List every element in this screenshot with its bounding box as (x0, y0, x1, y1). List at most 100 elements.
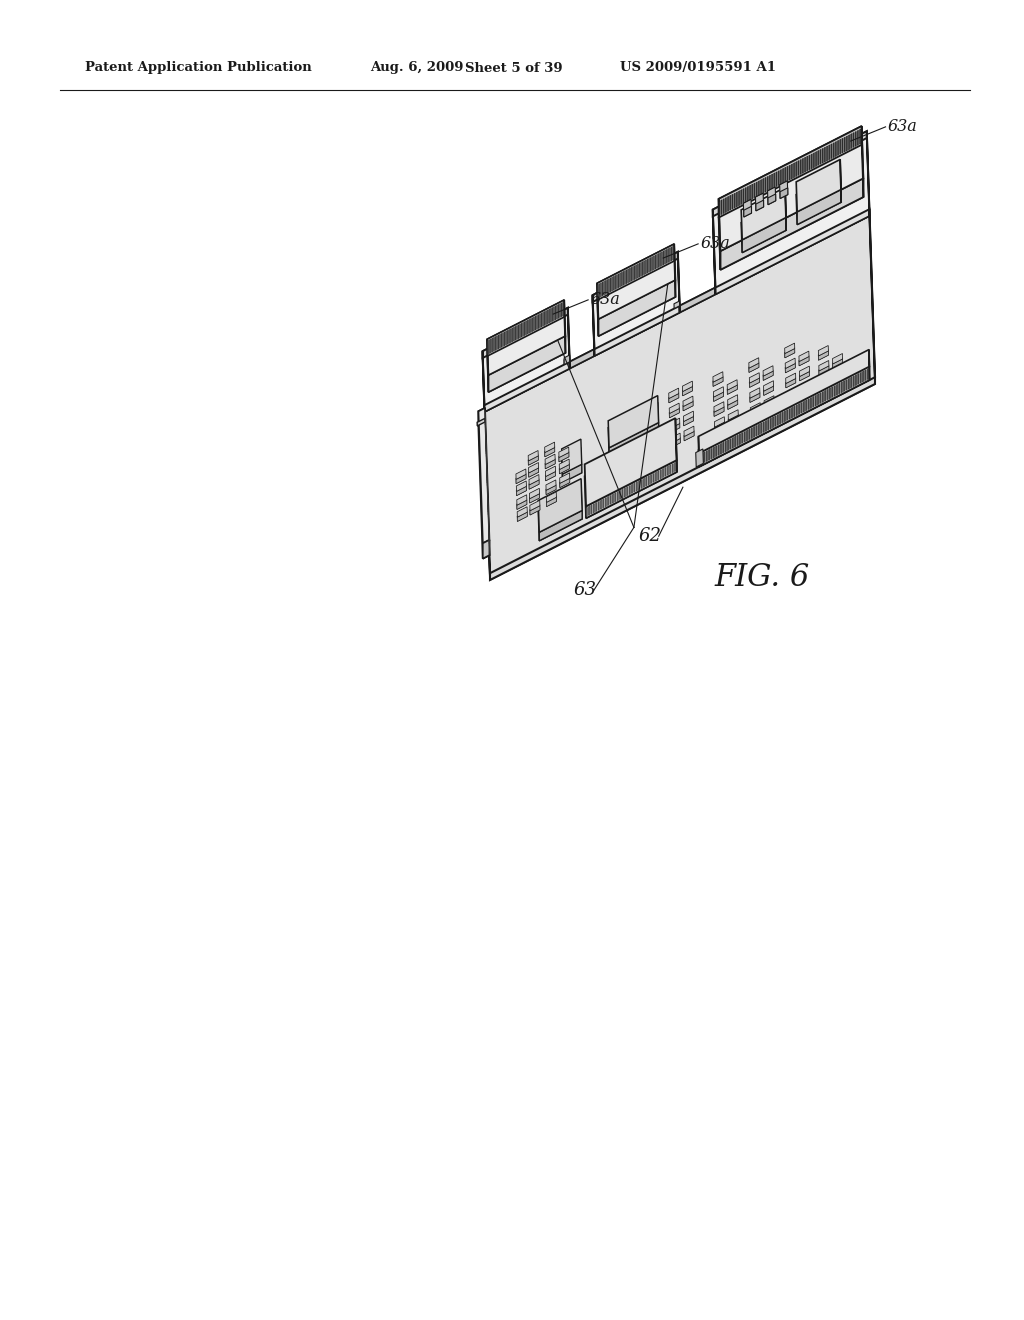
Polygon shape (609, 422, 658, 454)
Polygon shape (758, 181, 760, 195)
Polygon shape (612, 494, 613, 503)
Polygon shape (484, 405, 490, 579)
Polygon shape (559, 451, 569, 462)
Polygon shape (775, 416, 776, 426)
Polygon shape (482, 540, 489, 558)
Text: 63a: 63a (590, 292, 620, 309)
Polygon shape (815, 395, 816, 407)
Polygon shape (516, 486, 526, 495)
Polygon shape (788, 408, 791, 420)
Polygon shape (785, 379, 796, 388)
Polygon shape (750, 378, 760, 387)
Text: 63a: 63a (888, 119, 918, 136)
Polygon shape (648, 475, 649, 484)
Polygon shape (671, 438, 680, 447)
Polygon shape (846, 379, 847, 391)
Polygon shape (866, 131, 869, 216)
Polygon shape (776, 172, 777, 186)
Polygon shape (818, 351, 828, 360)
Polygon shape (714, 391, 724, 401)
Polygon shape (698, 363, 869, 467)
Polygon shape (750, 392, 760, 403)
Polygon shape (853, 132, 854, 148)
Polygon shape (674, 244, 676, 297)
Polygon shape (636, 482, 637, 491)
Polygon shape (810, 397, 812, 408)
Polygon shape (547, 492, 556, 503)
Polygon shape (629, 486, 630, 495)
Polygon shape (727, 380, 737, 391)
Polygon shape (744, 432, 745, 442)
Polygon shape (758, 424, 760, 436)
Polygon shape (589, 506, 590, 515)
Polygon shape (529, 500, 540, 511)
Polygon shape (715, 421, 725, 432)
Polygon shape (617, 491, 618, 500)
Polygon shape (670, 422, 680, 433)
Polygon shape (478, 408, 485, 426)
Polygon shape (713, 378, 723, 387)
Polygon shape (695, 449, 703, 467)
Polygon shape (846, 136, 848, 150)
Polygon shape (560, 478, 569, 487)
Polygon shape (546, 486, 556, 495)
Polygon shape (756, 193, 764, 211)
Polygon shape (801, 403, 802, 413)
Polygon shape (670, 408, 679, 418)
Polygon shape (750, 378, 760, 387)
Polygon shape (798, 190, 841, 224)
Polygon shape (727, 197, 729, 211)
Polygon shape (763, 366, 773, 376)
Polygon shape (564, 355, 569, 364)
Polygon shape (482, 308, 568, 358)
Polygon shape (716, 446, 717, 457)
Polygon shape (608, 396, 658, 447)
Polygon shape (799, 404, 800, 414)
Polygon shape (672, 463, 673, 473)
Polygon shape (728, 414, 738, 425)
Polygon shape (546, 484, 556, 495)
Polygon shape (561, 447, 582, 483)
Polygon shape (719, 127, 863, 251)
Polygon shape (529, 474, 539, 484)
Polygon shape (756, 201, 764, 211)
Polygon shape (839, 383, 840, 393)
Polygon shape (676, 418, 677, 473)
Polygon shape (627, 487, 628, 496)
Polygon shape (813, 153, 814, 168)
Polygon shape (528, 450, 539, 461)
Polygon shape (547, 496, 556, 507)
Polygon shape (819, 360, 828, 371)
Polygon shape (559, 447, 569, 458)
Polygon shape (564, 356, 569, 364)
Polygon shape (764, 401, 774, 411)
Polygon shape (545, 446, 555, 457)
Polygon shape (723, 442, 724, 453)
Polygon shape (855, 132, 856, 147)
Polygon shape (620, 490, 621, 499)
Polygon shape (562, 465, 582, 483)
Polygon shape (786, 392, 797, 403)
Polygon shape (746, 430, 748, 441)
Polygon shape (728, 409, 738, 420)
Polygon shape (727, 440, 729, 450)
Polygon shape (800, 366, 810, 376)
Polygon shape (529, 504, 540, 515)
Polygon shape (517, 499, 527, 510)
Polygon shape (742, 189, 744, 203)
Polygon shape (750, 393, 760, 403)
Polygon shape (597, 261, 676, 337)
Polygon shape (546, 480, 556, 490)
Polygon shape (516, 469, 526, 479)
Polygon shape (765, 421, 767, 432)
Polygon shape (487, 300, 564, 356)
Polygon shape (864, 370, 866, 380)
Polygon shape (516, 473, 526, 483)
Polygon shape (547, 498, 556, 507)
Polygon shape (768, 194, 776, 205)
Polygon shape (784, 411, 785, 421)
Polygon shape (751, 428, 753, 438)
Polygon shape (797, 160, 841, 211)
Polygon shape (678, 252, 680, 313)
Polygon shape (593, 504, 594, 513)
